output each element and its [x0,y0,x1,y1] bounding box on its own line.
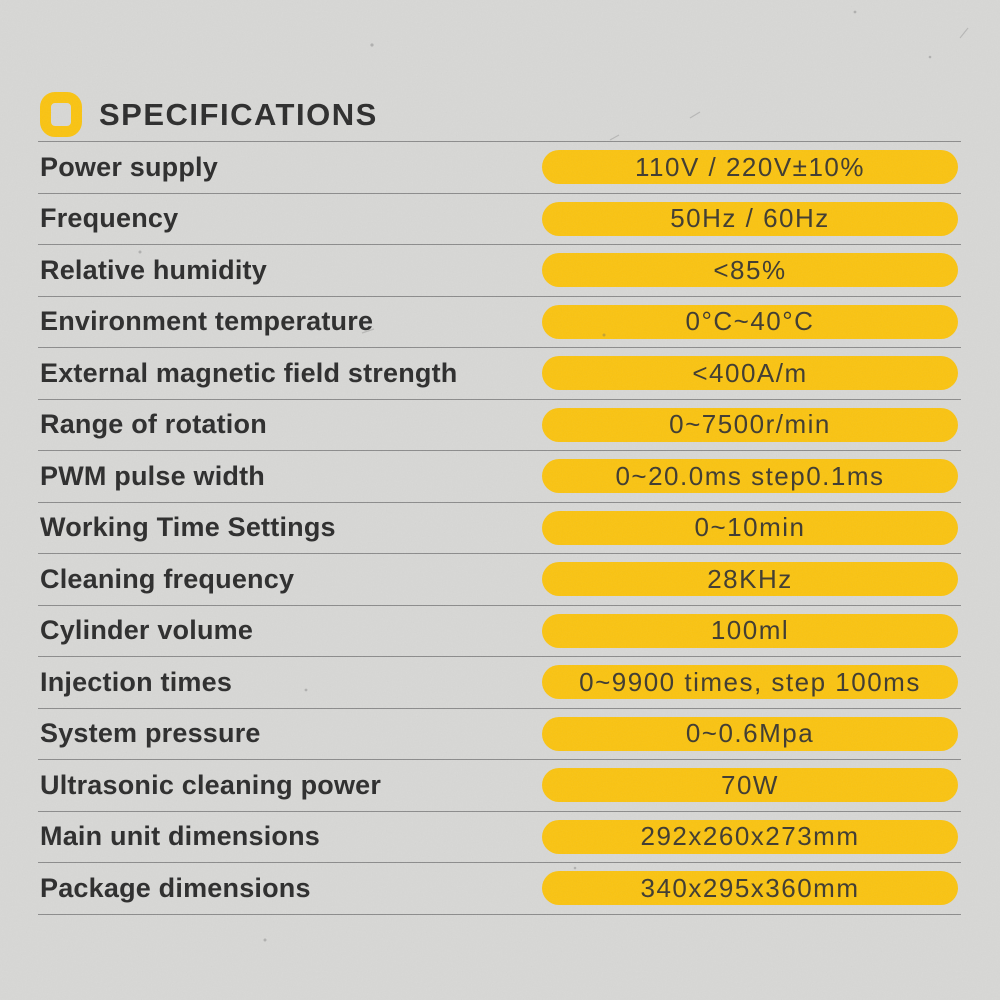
spec-header: SPECIFICATIONS [38,92,961,137]
spec-row-main-unit-dimensions: Main unit dimensions 292x260x273mm [38,812,961,863]
spec-label: Package dimensions [40,872,311,903]
spec-value-pill: 340x295x360mm [542,871,958,906]
spec-row-package-dimensions: Package dimensions 340x295x360mm [38,863,961,915]
spec-value-pill: 110V / 220V±10% [542,150,958,185]
spec-row-cleaning-frequency: Cleaning frequency 28KHz [38,554,961,606]
spec-value-pill: 28KHz [542,562,958,597]
spec-label: Frequency [40,203,179,234]
spec-label: External magnetic field strength [40,357,458,388]
spec-row-range-of-rotation: Range of rotation 0~7500r/min [38,400,961,451]
spec-label: Cylinder volume [40,615,254,646]
spec-row-ultrasonic-cleaning-power: Ultrasonic cleaning power 70W [38,760,961,812]
spec-row-relative-humidity: Relative humidity <85% [38,245,961,297]
spec-row-cylinder-volume: Cylinder volume 100ml [38,606,961,657]
spec-label: Ultrasonic cleaning power [40,769,382,800]
spec-label: Environment temperature [40,306,374,337]
rounded-square-icon [40,92,82,137]
page-title: SPECIFICATIONS [99,96,378,132]
spec-label: Injection times [40,666,233,697]
spec-value-pill: 0~20.0ms step0.1ms [542,459,958,494]
spec-value-pill: 50Hz / 60Hz [542,201,958,236]
spec-row-environment-temperature: Environment temperature 0°C~40°C [38,297,961,348]
spec-value-pill: 70W [542,768,958,803]
spec-value-pill: 0~9900 times, step 100ms [542,665,958,700]
spec-row-frequency: Frequency 50Hz / 60Hz [38,194,961,245]
spec-label: Relative humidity [40,254,267,285]
spec-table: Power supply 110V / 220V±10% Frequency 5… [38,141,961,915]
spec-row-system-pressure: System pressure 0~0.6Mpa [38,709,961,760]
spec-label: Cleaning frequency [40,563,295,594]
spec-label: PWM pulse width [40,460,265,491]
spec-label: Range of rotation [40,409,267,440]
spec-row-power-supply: Power supply 110V / 220V±10% [38,142,961,194]
spec-row-injection-times: Injection times 0~9900 times, step 100ms [38,657,961,709]
spec-value-pill: 100ml [542,613,958,648]
spec-row-pwm-pulse-width: PWM pulse width 0~20.0ms step0.1ms [38,451,961,503]
spec-value-pill: <400A/m [542,356,958,391]
spec-row-working-time-settings: Working Time Settings 0~10min [38,503,961,554]
spec-value-pill: <85% [542,253,958,288]
spec-label: Working Time Settings [40,512,336,543]
spec-value-pill: 0~7500r/min [542,407,958,442]
spec-row-external-magnetic-field-strength: External magnetic field strength <400A/m [38,348,961,400]
spec-sheet: SPECIFICATIONS Power supply 110V / 220V±… [38,92,961,915]
spec-label: System pressure [40,718,261,749]
spec-value-pill: 292x260x273mm [542,819,958,854]
spec-label: Main unit dimensions [40,821,321,852]
spec-value-pill: 0°C~40°C [542,304,958,339]
spec-label: Power supply [40,151,218,182]
spec-value-pill: 0~10min [542,510,958,545]
spec-value-pill: 0~0.6Mpa [542,716,958,751]
